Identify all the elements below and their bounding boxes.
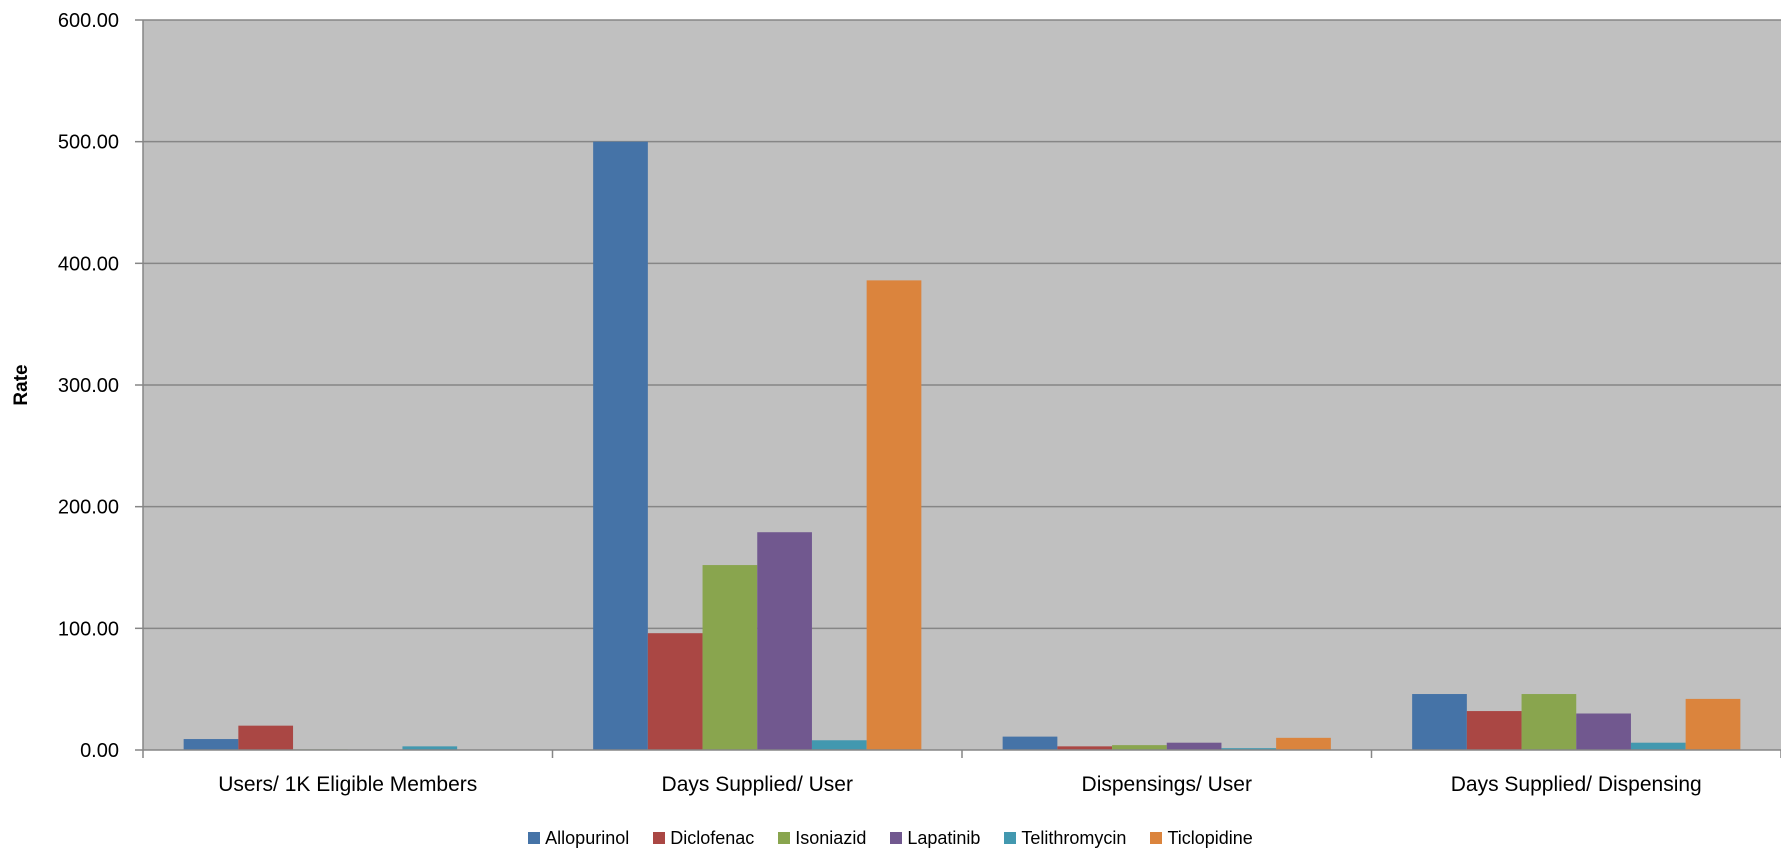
bar-diclofenac-0 [238, 726, 293, 750]
y-tick-label: 100.00 [58, 618, 119, 640]
legend-item-allopurinol: Allopurinol [528, 828, 629, 849]
bar-diclofenac-1 [648, 633, 703, 750]
legend-swatch [528, 832, 540, 844]
bar-lapatinib-1 [757, 532, 812, 750]
bar-allopurinol-0 [184, 739, 239, 750]
bar-allopurinol-2 [1003, 737, 1058, 750]
y-tick-labels: 0.00 100.00 200.00 300.00 400.00 500.00 600.00 [58, 10, 119, 762]
legend-item-ticlopidine: Ticlopidine [1150, 828, 1252, 849]
legend: Allopurinol Diclofenac Isoniazid Lapatinib T… [0, 824, 1781, 852]
legend-item-diclofenac: Diclofenac [653, 828, 754, 849]
y-tick-label: 500.00 [58, 132, 119, 154]
legend-label: Lapatinib [907, 828, 980, 849]
legend-label: Diclofenac [670, 828, 754, 849]
bar-telithromycin-1 [812, 740, 867, 750]
bar-telithromycin-3 [1631, 743, 1686, 750]
legend-swatch [1004, 832, 1016, 844]
x-category-label: Days Supplied/ User [662, 773, 853, 796]
x-category-label: Dispensings/ User [1082, 773, 1252, 796]
bar-allopurinol-1 [593, 142, 648, 750]
legend-swatch [1150, 832, 1162, 844]
legend-label: Allopurinol [545, 828, 629, 849]
y-tick-label: 200.00 [58, 497, 119, 519]
bar-isoniazid-3 [1522, 694, 1577, 750]
bar-ticlopidine-2 [1276, 738, 1331, 750]
legend-label: Ticlopidine [1167, 828, 1252, 849]
bar-isoniazid-1 [703, 565, 758, 750]
x-category-label: Users/ 1K Eligible Members [218, 773, 477, 796]
bar-ticlopidine-1 [867, 280, 922, 750]
y-tick-label: 300.00 [58, 375, 119, 397]
legend-swatch [890, 832, 902, 844]
y-tick-label: 600.00 [58, 10, 119, 32]
bar-allopurinol-3 [1412, 694, 1467, 750]
legend-item-isoniazid: Isoniazid [778, 828, 866, 849]
legend-label: Telithromycin [1021, 828, 1126, 849]
y-axis-label: Rate [11, 364, 32, 405]
legend-label: Isoniazid [795, 828, 866, 849]
y-tick-label: 0.00 [80, 740, 119, 762]
legend-item-telithromycin: Telithromycin [1004, 828, 1126, 849]
legend-item-lapatinib: Lapatinib [890, 828, 980, 849]
x-category-label: Days Supplied/ Dispensing [1451, 773, 1702, 796]
y-tick-label: 400.00 [58, 253, 119, 275]
bar-diclofenac-3 [1467, 711, 1522, 750]
x-category-labels: Users/ 1K Eligible Members Days Supplied/… [218, 773, 1702, 796]
bar-lapatinib-3 [1576, 714, 1631, 751]
legend-swatch [653, 832, 665, 844]
legend-swatch [778, 832, 790, 844]
bar-ticlopidine-3 [1686, 699, 1741, 750]
bar-lapatinib-2 [1167, 743, 1222, 750]
